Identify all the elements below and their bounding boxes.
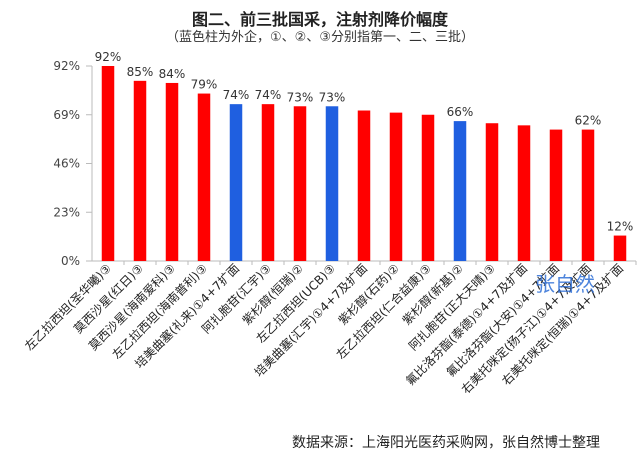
data-label: 85% [127,65,154,79]
bar [197,93,211,261]
chart-title: 图二、前三批国采，注射剂降价幅度 [191,10,448,29]
bar [293,106,307,262]
bar [613,235,627,261]
data-label: 62% [575,114,602,128]
y-tick-label: 92% [53,59,80,73]
bar [165,82,179,262]
bar [485,123,499,261]
data-label: 79% [191,78,218,92]
bar [133,80,147,261]
y-tick-label: 23% [53,205,80,219]
bar [517,125,531,261]
bar [421,114,435,261]
watermark-text: 张自然 [535,272,595,296]
y-tick-label: 0% [61,254,80,268]
data-label: 73% [319,90,346,104]
bar [261,104,275,261]
bar [453,121,467,261]
data-label: 74% [223,88,250,102]
data-label: 74% [255,88,282,102]
data-label: 73% [287,90,314,104]
bar [229,104,243,261]
bar [325,106,339,262]
data-label: 84% [159,67,186,81]
data-source-note: 数据来源：上海阳光医药采购网，张自然博士整理 [292,435,600,451]
data-label: 66% [447,105,474,119]
y-tick-label: 69% [53,108,80,122]
bar [549,129,563,261]
bar [357,110,371,262]
chart-subtitle: （蓝色柱为外企，①、②、③分别指第一、二、三批） [166,30,474,45]
data-label: 92% [95,50,122,64]
data-label: 12% [607,220,634,234]
bar [581,129,595,261]
y-tick-label: 46% [53,157,80,171]
bar [389,112,403,261]
bar [101,66,115,261]
